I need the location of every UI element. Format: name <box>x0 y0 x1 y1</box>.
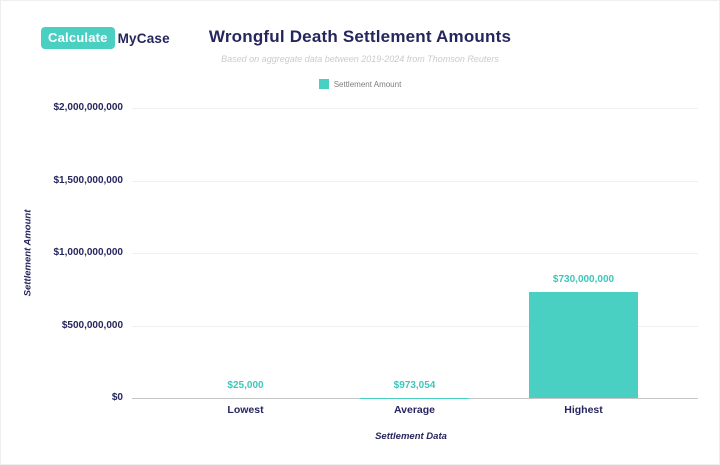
value-label-highest: $730,000,000 <box>552 274 615 286</box>
logo-calculate-badge: Calculate <box>41 27 115 49</box>
gridline <box>132 108 698 109</box>
y-axis-title: Settlement Amount <box>22 209 34 297</box>
chart-subtitle: Based on aggregate data between 2019-202… <box>221 54 499 64</box>
category-label-highest: Highest <box>564 404 603 416</box>
logo-mycase-text: MyCase <box>117 30 170 46</box>
y-tick-label: $1,500,000,000 <box>53 174 123 186</box>
value-label-average: $973,054 <box>393 379 436 391</box>
gridline <box>132 180 698 182</box>
category-label-lowest: Lowest <box>227 404 264 416</box>
legend[interactable]: Settlement Amount <box>1 79 719 89</box>
chart-title: Wrongful Death Settlement Amounts <box>208 27 512 46</box>
bar-highest[interactable] <box>529 292 638 398</box>
gridline <box>132 253 698 254</box>
logo[interactable]: Calculate MyCase <box>41 27 170 49</box>
legend-swatch <box>318 79 329 89</box>
legend-label: Settlement Amount <box>333 79 402 89</box>
gridline <box>132 325 698 327</box>
y-tick-label: $0 <box>111 392 123 403</box>
y-tick-label: $2,000,000,000 <box>53 102 123 113</box>
category-label-average: Average <box>393 404 436 416</box>
x-axis-baseline <box>132 398 698 399</box>
value-label-lowest: $25,000 <box>227 379 264 391</box>
y-tick-label: $500,000,000 <box>61 319 123 331</box>
y-tick-label: $1,000,000,000 <box>53 247 123 258</box>
x-axis-title: Settlement Data <box>375 431 447 442</box>
